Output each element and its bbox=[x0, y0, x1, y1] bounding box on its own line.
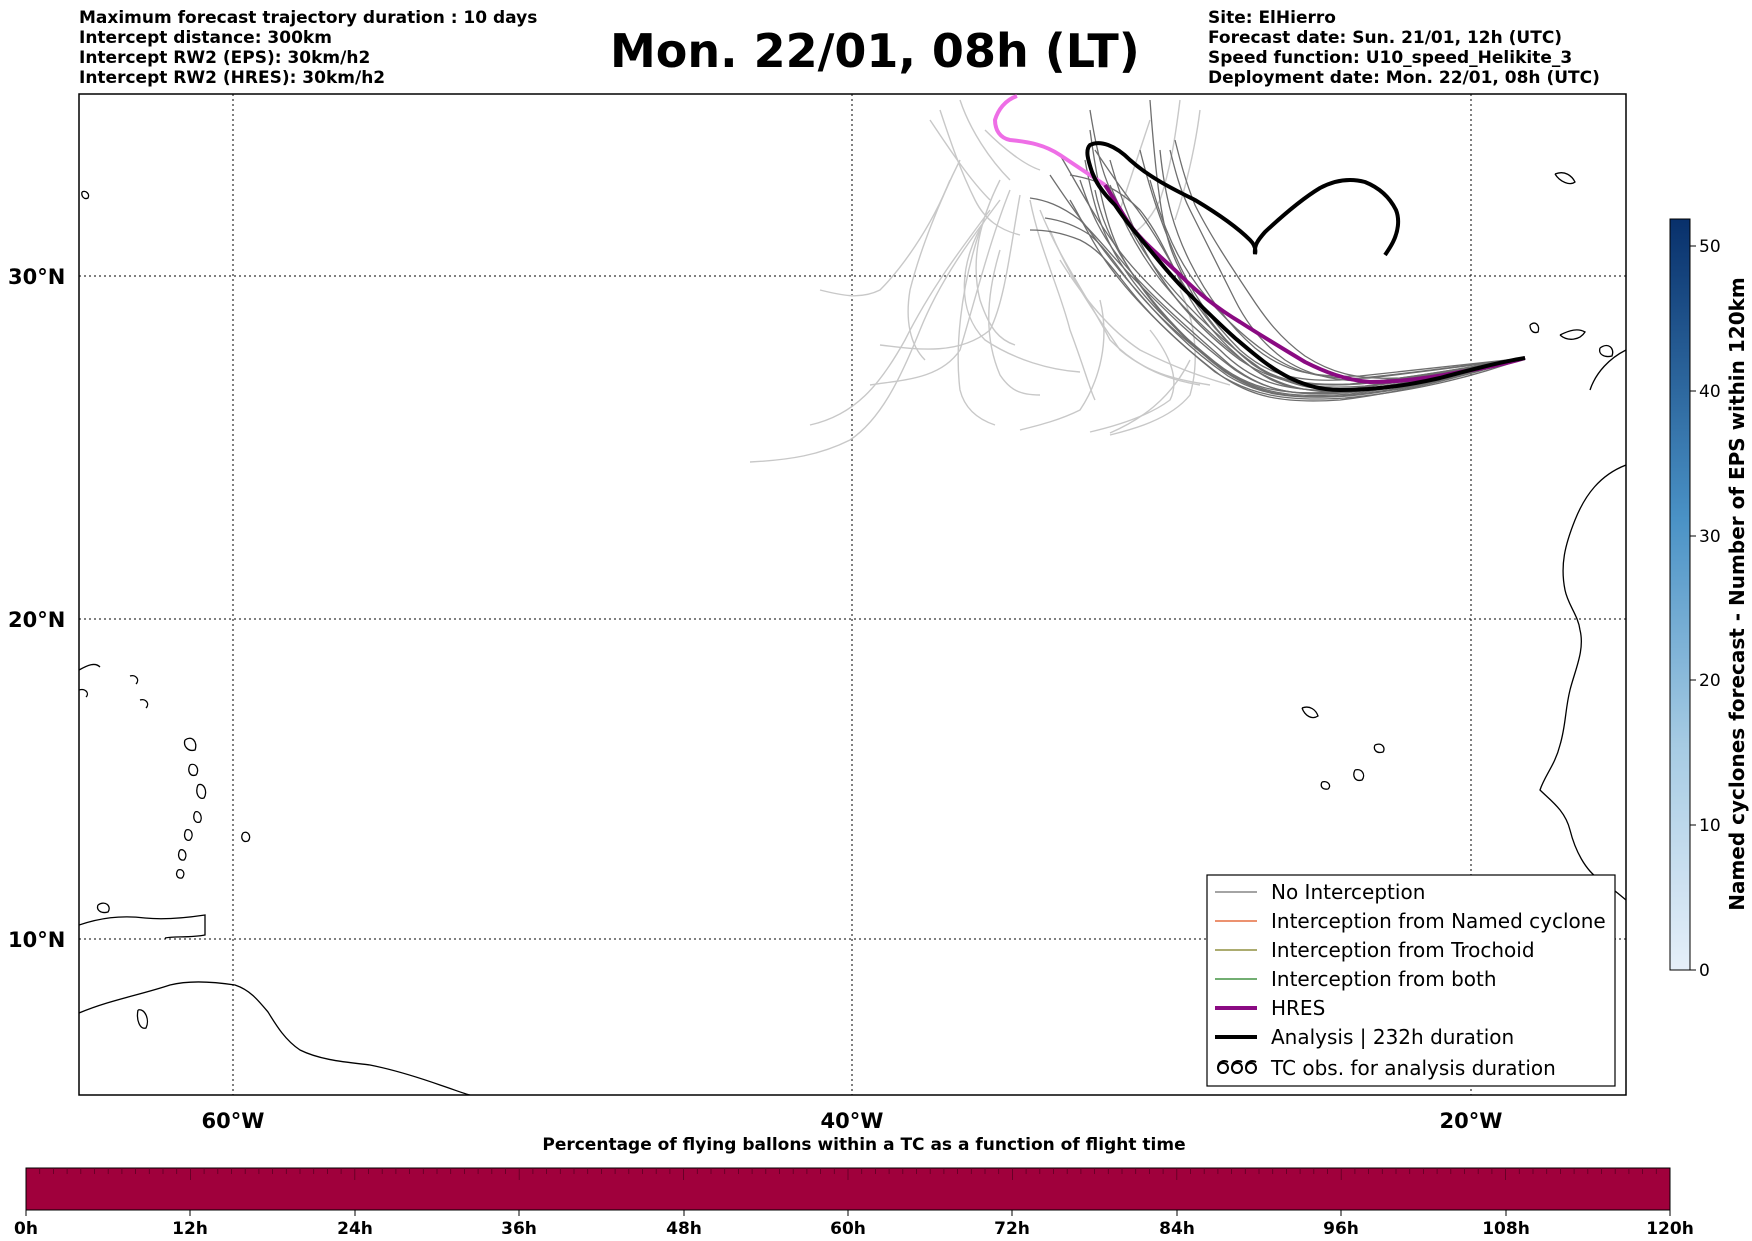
header-line-site: Site: ElHierro bbox=[1208, 8, 1336, 28]
time-tick-0h: 0h bbox=[14, 1219, 38, 1239]
coastlines bbox=[79, 172, 1626, 1095]
header-line-deployment-date: Deployment date: Mon. 22/01, 08h (UTC) bbox=[1208, 68, 1600, 88]
legend-label-no-interception: No Interception bbox=[1271, 880, 1425, 904]
header-line-forecast-date: Forecast date: Sun. 21/01, 12h (UTC) bbox=[1208, 28, 1563, 48]
legend-box bbox=[1206, 874, 1616, 1087]
colorbar-tick-40: 40 bbox=[1699, 382, 1721, 402]
header-line-intercept-distance: Intercept distance: 300km bbox=[79, 28, 332, 48]
main-title: Mon. 22/01, 08h (LT) bbox=[610, 24, 1140, 78]
legend-label-tc-obs: TC obs. for analysis duration bbox=[1270, 1056, 1556, 1080]
time-tick-24h: 24h bbox=[337, 1219, 373, 1239]
time-bar: Percentage of flying ballons within a TC… bbox=[14, 1135, 1694, 1239]
header-line-duration: Maximum forecast trajectory duration : 1… bbox=[79, 8, 538, 28]
coast-greenland-fragment bbox=[1554, 172, 1576, 185]
legend: No Interception Interception from Named … bbox=[1206, 874, 1616, 1087]
time-tick-108h: 108h bbox=[1482, 1219, 1530, 1239]
time-tick-96h: 96h bbox=[1323, 1219, 1359, 1239]
lat-label-30n: 30°N bbox=[8, 265, 65, 289]
time-tick-12h: 12h bbox=[172, 1219, 208, 1239]
graticule bbox=[79, 94, 1626, 1095]
legend-label-hres: HRES bbox=[1271, 996, 1325, 1020]
colorbar-gradient bbox=[1669, 218, 1691, 971]
colorbar-tick-30: 30 bbox=[1699, 527, 1721, 547]
lon-label-40w: 40°W bbox=[821, 1109, 884, 1133]
colorbar: 0 10 20 30 40 50 Named cyclones forecast… bbox=[1669, 218, 1749, 981]
coast-venezuela-north bbox=[79, 914, 206, 939]
colorbar-tick-20: 20 bbox=[1699, 671, 1721, 691]
coast-south-america bbox=[79, 981, 471, 1095]
coast-west-africa bbox=[1539, 464, 1626, 901]
header-line-rw2-hres: Intercept RW2 (HRES): 30km/h2 bbox=[79, 68, 386, 88]
coast-caribbean-west bbox=[79, 663, 251, 1029]
colorbar-label: Named cyclones forecast - Number of EPS … bbox=[1725, 277, 1749, 911]
header-line-rw2-eps: Intercept RW2 (EPS): 30km/h2 bbox=[79, 48, 371, 68]
colorbar-tick-10: 10 bbox=[1699, 816, 1721, 836]
time-tick-36h: 36h bbox=[501, 1219, 537, 1239]
coast-canaries bbox=[1529, 322, 1614, 358]
time-tick-48h: 48h bbox=[666, 1219, 702, 1239]
colorbar-tick-0: 0 bbox=[1699, 961, 1710, 981]
header-line-speed-function: Speed function: U10_speed_Helikite_3 bbox=[1208, 48, 1573, 68]
time-tick-84h: 84h bbox=[1159, 1219, 1195, 1239]
colorbar-tick-50: 50 bbox=[1699, 237, 1721, 257]
analysis-trajectory bbox=[1085, 141, 1526, 393]
coast-north-fragment bbox=[81, 190, 90, 200]
lon-label-60w: 60°W bbox=[202, 1109, 265, 1133]
header-left-info: Maximum forecast trajectory duration : 1… bbox=[79, 8, 537, 88]
coast-morocco bbox=[1589, 349, 1626, 391]
legend-label-trochoid: Interception from Trochoid bbox=[1271, 938, 1535, 962]
cyclone-icon bbox=[1217, 1060, 1257, 1074]
time-tick-120h: 120h bbox=[1646, 1219, 1694, 1239]
lat-label-20n: 20°N bbox=[8, 608, 65, 632]
legend-label-analysis: Analysis | 232h duration bbox=[1271, 1025, 1514, 1049]
coast-lesser-antilles bbox=[175, 737, 207, 879]
legend-label-both: Interception from both bbox=[1271, 967, 1497, 991]
time-bar-title: Percentage of flying ballons within a TC… bbox=[542, 1135, 1185, 1155]
time-tick-72h: 72h bbox=[994, 1219, 1030, 1239]
hres-trajectory-early bbox=[992, 94, 1107, 187]
legend-label-named-cyclone: Interception from Named cyclone bbox=[1271, 909, 1606, 933]
header-right-info: Site: ElHierro Forecast date: Sun. 21/01… bbox=[1208, 8, 1600, 88]
lon-label-20w: 20°W bbox=[1440, 1109, 1503, 1133]
time-tick-60h: 60h bbox=[830, 1219, 866, 1239]
lat-label-10n: 10°N bbox=[8, 928, 65, 952]
coast-cape-verde bbox=[1301, 706, 1385, 790]
